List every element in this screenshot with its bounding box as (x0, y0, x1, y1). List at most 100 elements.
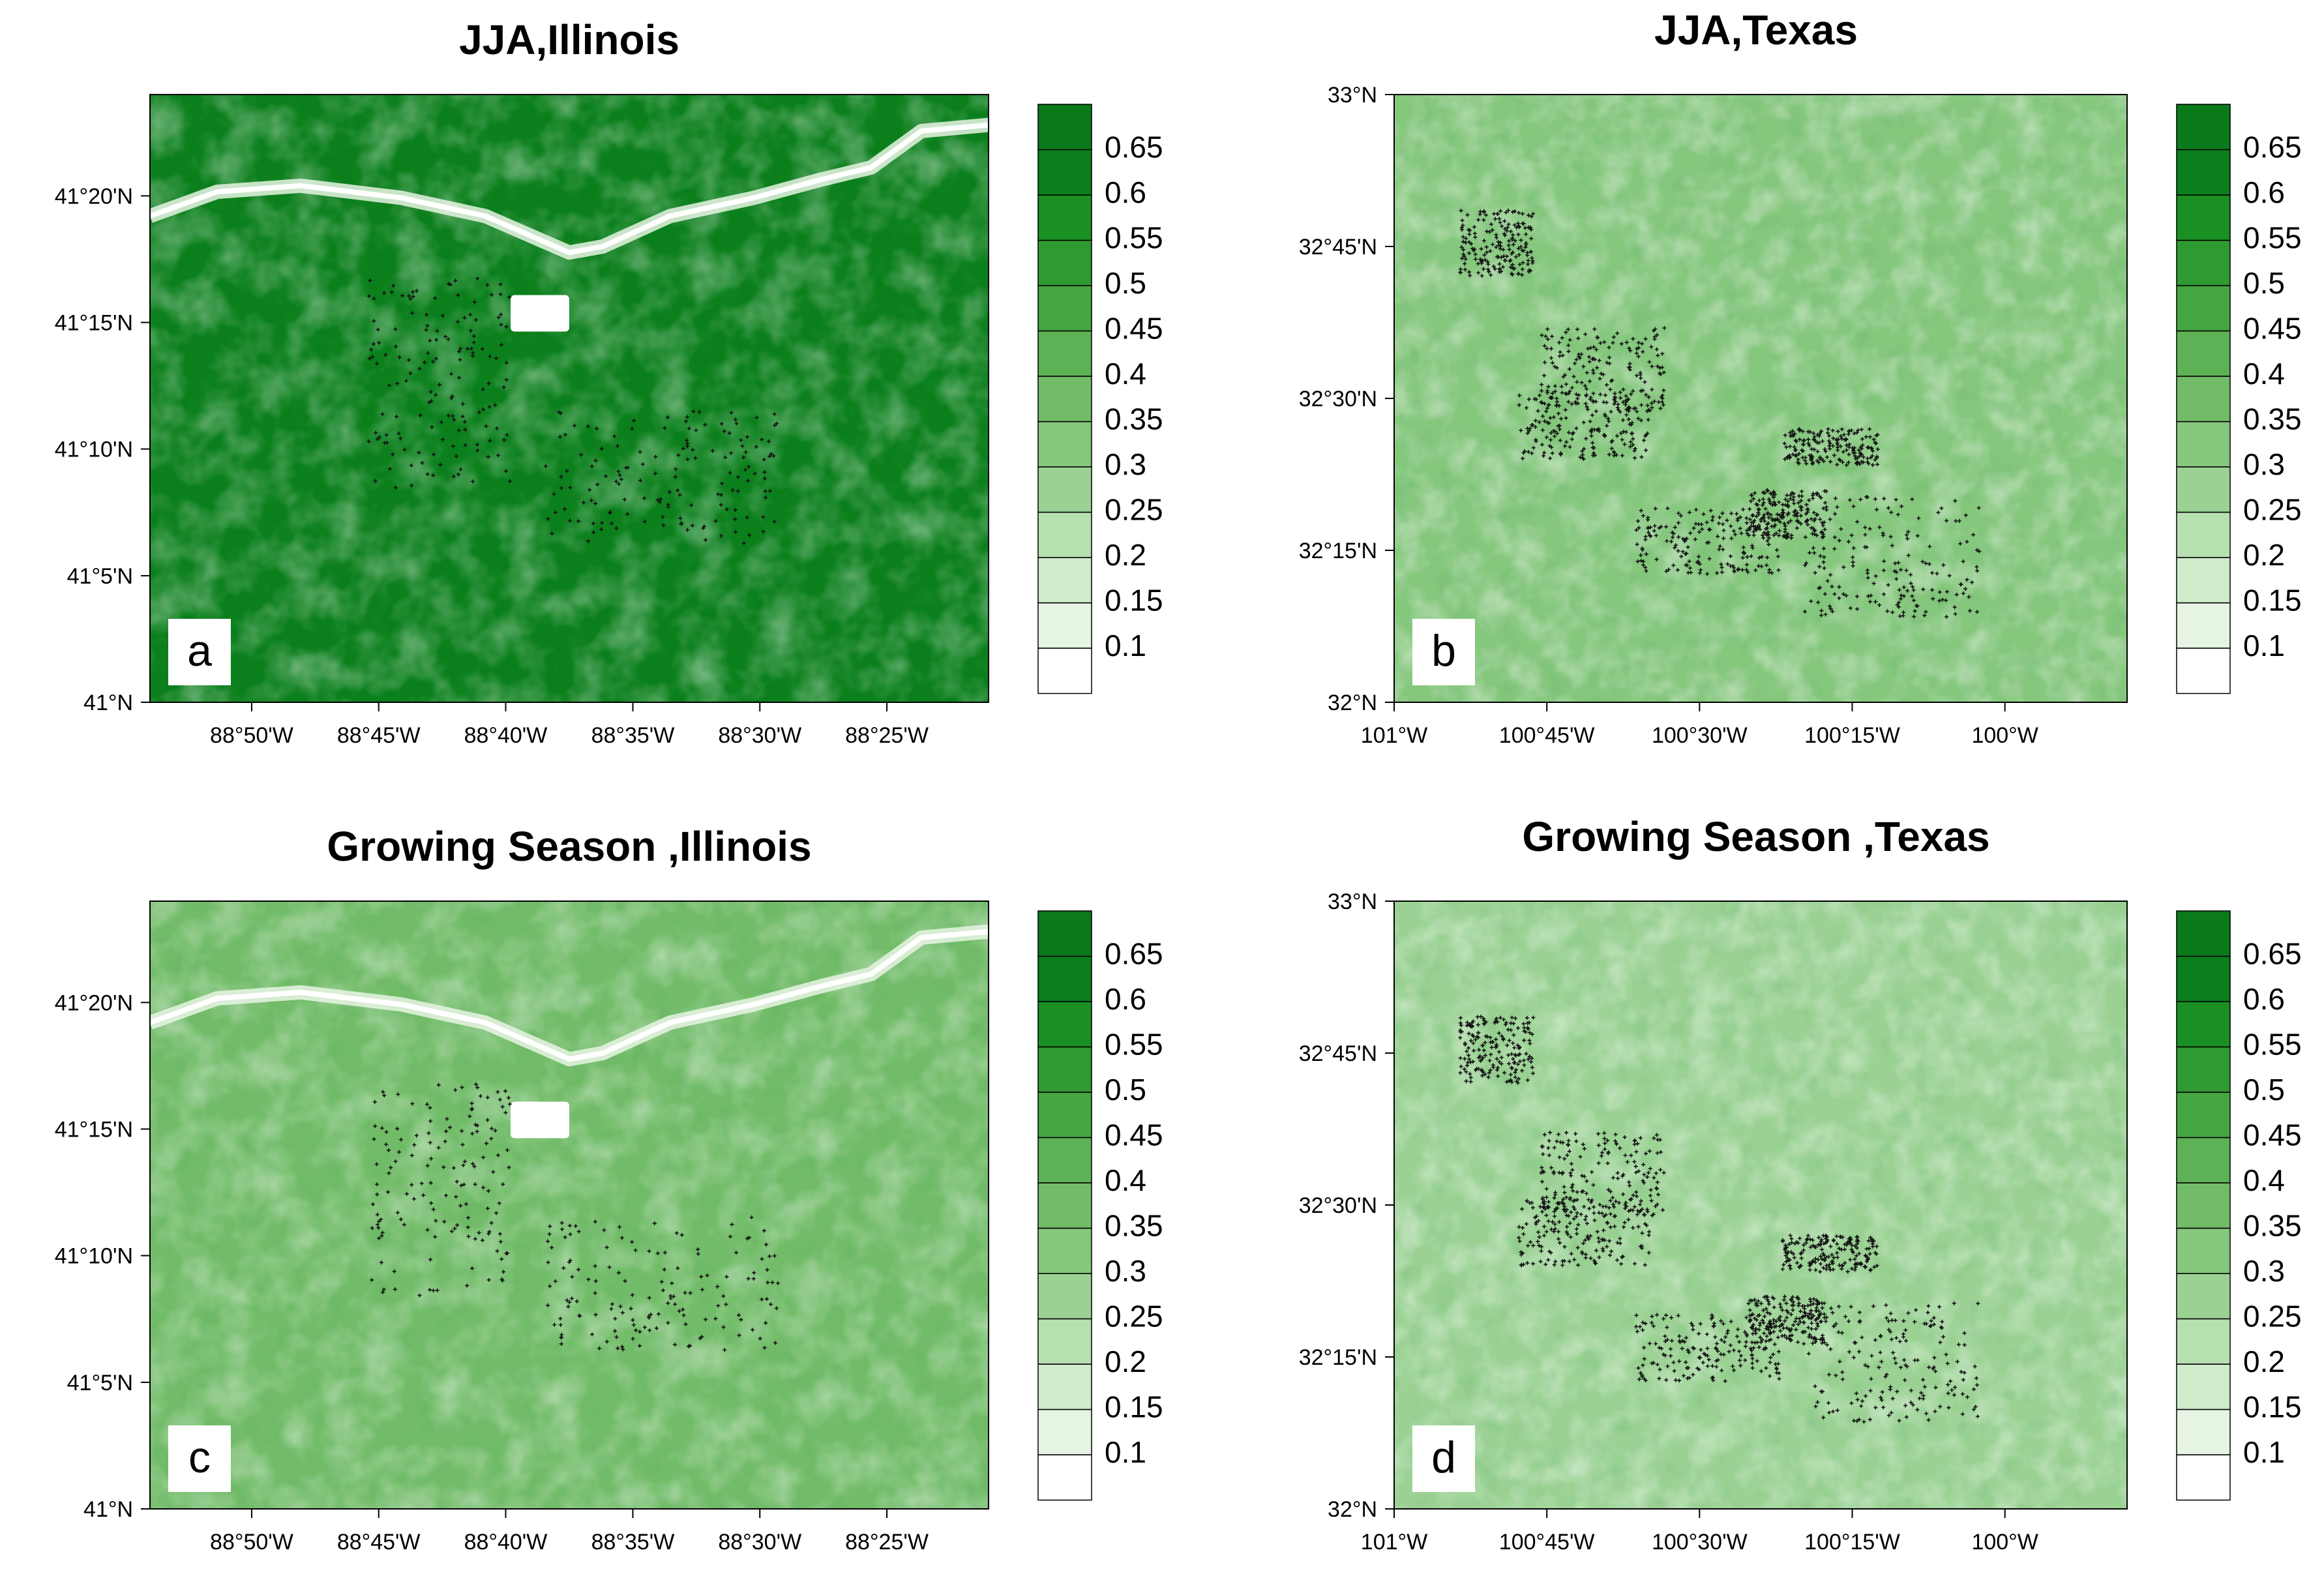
turbine-marker (1568, 1171, 1573, 1176)
turbine-marker (1705, 1354, 1710, 1358)
turbine-marker (1744, 567, 1749, 572)
turbine-marker (1472, 248, 1476, 253)
turbine-marker (1930, 588, 1935, 592)
turbine-marker (1612, 453, 1616, 458)
turbine-marker (481, 1185, 486, 1190)
turbine-marker (1855, 1419, 1859, 1423)
turbine-marker (576, 1267, 581, 1272)
colorbar-label: 0.6 (2243, 982, 2285, 1016)
turbine-marker (1838, 1234, 1843, 1239)
turbine-marker (1590, 441, 1595, 445)
turbine-marker (504, 361, 509, 365)
turbine-marker (760, 1257, 764, 1261)
turbine-marker (1658, 1167, 1663, 1172)
turbine-marker (566, 1304, 571, 1309)
turbine-marker (1759, 519, 1763, 524)
turbine-marker (730, 1222, 734, 1227)
panel-b: JJA,Texas 101°W 100°45'W 100°30'W 100°15'W 1… (1299, 7, 2302, 748)
turbine-marker (1601, 433, 1606, 438)
turbine-marker (603, 474, 608, 479)
turbine-marker (1545, 406, 1549, 410)
turbine-marker (1579, 1212, 1583, 1217)
turbine-marker (1605, 1139, 1610, 1143)
turbine-marker (1579, 380, 1584, 385)
turbine-marker (1590, 427, 1594, 432)
x-tick-label: 88°25'W (845, 723, 929, 748)
turbine-marker (1596, 1161, 1601, 1165)
turbine-marker (1550, 1219, 1555, 1224)
turbine-marker (1799, 1256, 1804, 1260)
turbine-marker (1847, 498, 1852, 502)
turbine-marker (1620, 453, 1624, 458)
turbine-marker (1703, 1352, 1708, 1357)
turbine-marker (1566, 1142, 1570, 1147)
turbine-marker (1597, 1255, 1601, 1260)
turbine-marker (1592, 1211, 1596, 1215)
turbine-marker (765, 1268, 769, 1272)
turbine-marker (1895, 603, 1899, 607)
turbine-marker (1766, 497, 1771, 501)
turbine-marker (1543, 1262, 1548, 1267)
turbine-marker (1838, 434, 1843, 438)
turbine-marker (1677, 1359, 1682, 1363)
turbine-marker (1480, 274, 1484, 278)
turbine-marker (1838, 444, 1843, 449)
turbine-marker (1596, 1236, 1601, 1240)
turbine-marker (377, 1236, 381, 1241)
turbine-marker (1857, 1417, 1862, 1422)
turbine-marker (1699, 522, 1704, 527)
turbine-marker (1830, 443, 1835, 448)
y-tick-label: 41°10'N (55, 438, 133, 462)
turbine-marker (1759, 554, 1764, 559)
colorbar-swatch (2176, 1318, 2231, 1365)
turbine-marker (1596, 1131, 1601, 1136)
colorbar-swatch (2176, 104, 2231, 151)
turbine-marker (424, 327, 428, 332)
turbine-marker (1623, 1206, 1628, 1210)
turbine-marker (1566, 1232, 1570, 1236)
turbine-marker (1860, 460, 1864, 464)
turbine-marker (1915, 1407, 1920, 1412)
turbine-marker (1766, 488, 1770, 493)
turbine-marker (1824, 1267, 1828, 1272)
turbine-marker (1508, 265, 1513, 269)
turbine-marker (688, 1343, 693, 1348)
turbine-marker (1690, 1324, 1695, 1328)
turbine-marker (1575, 1232, 1579, 1236)
turbine-marker (1714, 1347, 1719, 1351)
turbine-marker (1888, 535, 1893, 539)
turbine-marker (1486, 262, 1491, 267)
turbine-marker (393, 1287, 397, 1292)
turbine-marker (681, 1307, 685, 1312)
map-area (1394, 901, 2127, 1509)
colorbar-swatch (1037, 955, 1092, 1002)
turbine-marker (1886, 505, 1890, 510)
turbine-marker (1600, 1150, 1605, 1155)
turbine-marker (1542, 402, 1547, 406)
turbine-marker (412, 1142, 417, 1147)
turbine-marker (474, 1082, 479, 1086)
turbine-marker (1566, 391, 1571, 396)
turbine-marker (1728, 554, 1733, 559)
turbine-marker (1927, 1365, 1931, 1369)
turbine-marker (1623, 402, 1628, 407)
turbine-marker (1490, 1039, 1495, 1044)
turbine-marker (1974, 610, 1979, 614)
turbine-marker (638, 1330, 642, 1334)
turbine-marker (1678, 513, 1683, 518)
turbine-marker (1939, 1325, 1943, 1330)
turbine-marker (1822, 1242, 1826, 1246)
turbine-marker (633, 1248, 638, 1253)
x-tick-label: 88°30'W (718, 1530, 801, 1555)
turbine-marker (371, 342, 376, 346)
turbine-marker (1800, 429, 1805, 434)
colorbar-label: 0.2 (2243, 1345, 2285, 1378)
turbine-marker (1527, 1030, 1532, 1035)
turbine-marker (1636, 1366, 1641, 1371)
turbine-marker (443, 335, 448, 339)
turbine-marker (376, 327, 380, 332)
turbine-marker (1549, 355, 1553, 360)
turbine-marker (1520, 1068, 1525, 1073)
turbine-marker (1497, 243, 1501, 248)
